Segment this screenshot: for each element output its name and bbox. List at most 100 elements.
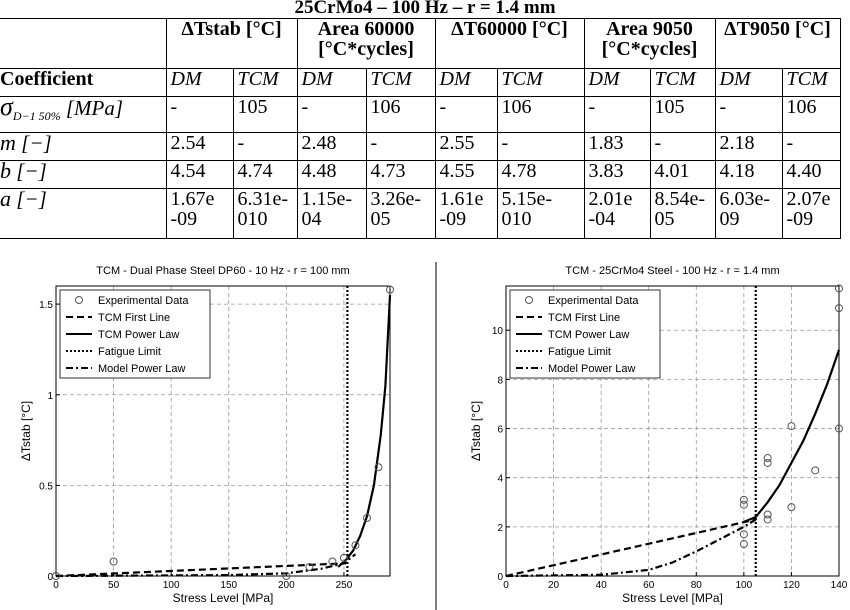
- method-header: TCM: [649, 68, 716, 97]
- table-row: σD−1 50% [MPa] -105-106-106-105-106: [0, 94, 841, 133]
- chart-title: TCM - Dual Phase Steel DP60 - 10 Hz - r …: [96, 265, 349, 277]
- legend-label: TCM Power Law: [98, 329, 179, 341]
- series-tcm-first-line: [55, 562, 347, 578]
- data-point: [739, 495, 748, 504]
- table-row: m [−] 2.54-2.48-2.55-1.83-2.18-: [0, 130, 841, 161]
- y-axis-label: ΔTstab [°C]: [469, 401, 483, 461]
- data-point: [109, 557, 118, 566]
- data-point: [305, 562, 314, 571]
- table-cell: -: [232, 132, 298, 161]
- x-tick-label: 140: [831, 580, 848, 591]
- y-tick-label: 2: [497, 523, 503, 534]
- series-tcm-power-law: [743, 349, 841, 523]
- data-point: [763, 454, 772, 463]
- method-header: DM: [714, 68, 783, 97]
- x-tick-label: 80: [691, 580, 703, 591]
- table-cell: 4.18: [714, 160, 783, 189]
- legend-marker: [75, 296, 83, 304]
- row-unit: [−]: [11, 159, 47, 183]
- table-cell: 6.31e- 010: [232, 188, 298, 239]
- table-cell: 2.54: [165, 132, 234, 161]
- table-caption: 25CrMo4 – 100 Hz – r = 1.4 mm: [294, 0, 556, 18]
- coefficient-header: Coefficient: [0, 68, 167, 97]
- x-tick-label: 60: [643, 580, 655, 591]
- x-tick-label: 50: [108, 580, 120, 591]
- table-cell: -: [165, 96, 234, 133]
- table-cell: -: [365, 132, 436, 161]
- table-cell: 2.07e -09: [781, 188, 841, 239]
- x-tick-label: 100: [163, 580, 180, 591]
- series-model-power-law: [55, 553, 357, 578]
- legend-label: Model Power Law: [98, 363, 185, 375]
- method-header: DM: [165, 68, 234, 97]
- y-tick-label: 6: [497, 425, 503, 436]
- data-point: [328, 557, 337, 566]
- x-axis-label: Stress Level [MPa]: [173, 591, 274, 605]
- table-cell: 2.18: [714, 132, 783, 161]
- legend-label: Fatigue Limit: [548, 346, 611, 358]
- method-header: TCM: [365, 68, 436, 97]
- coefficient-table-section: 25CrMo4 – 100 Hz – r = 1.4 mm ΔTstab [°C…: [0, 0, 850, 246]
- x-tick-label: 120: [783, 580, 800, 591]
- table-row: b [−] 4.54 4.74 4.48 4.73 4.55 4.78 3.83 4.01 4.1…: [0, 159, 841, 189]
- table-cell: -: [714, 96, 783, 133]
- table-cell: 1.15e- 04: [296, 188, 367, 239]
- row-symbol: m: [0, 130, 16, 155]
- y-tick-label: 1: [47, 391, 53, 402]
- series-tcm-power-law: [337, 295, 392, 568]
- data-point: [52, 572, 60, 580]
- table-row: a [−] 1.67e -09 6.31e- 010 1.15e- 04 3.26e- …: [0, 186, 841, 239]
- table-cell: -: [434, 96, 498, 133]
- table-cell: 4.40: [781, 160, 841, 189]
- data-point: [739, 500, 748, 509]
- y-axis-label: ΔTstab [°C]: [19, 401, 33, 461]
- group-header: Area 9050 [°C*cycles]: [583, 18, 716, 69]
- table-cell: -: [583, 96, 651, 133]
- data-point: [811, 466, 820, 475]
- table-cell: 3.26e- 05: [365, 188, 436, 239]
- group-header: ΔT9050 [°C]: [714, 18, 841, 69]
- legend-label: Experimental Data: [98, 295, 189, 307]
- row-unit: [−]: [15, 131, 52, 155]
- row-symbol: a: [0, 186, 11, 211]
- group-header: ΔTstab [°C]: [165, 18, 298, 69]
- table-cell: 105: [649, 96, 716, 133]
- table-cell: 2.55: [434, 132, 498, 161]
- data-point: [835, 304, 843, 313]
- row-label: σD−1 50% [MPa]: [0, 94, 167, 133]
- x-tick-label: 0: [503, 580, 509, 591]
- table-cell: 6.03e- 09: [714, 188, 783, 239]
- series-tcm-first-line: [505, 518, 757, 578]
- group-header: Area 60000 [°C*cycles]: [296, 18, 436, 69]
- table-cell: -: [781, 132, 841, 161]
- data-point: [739, 530, 748, 539]
- table-cell: 105: [232, 96, 298, 133]
- row-label: a [−]: [0, 186, 167, 239]
- method-header: DM: [583, 68, 651, 97]
- table-cell: 4.55: [434, 160, 498, 189]
- data-point: [787, 422, 796, 431]
- data-point: [739, 540, 748, 549]
- series-model-power-law: [505, 518, 757, 578]
- table-cell: 4.54: [165, 160, 234, 189]
- y-tick-label: 8: [497, 375, 503, 386]
- row-label: m [−]: [0, 130, 167, 161]
- row-symbol: σ: [0, 92, 13, 121]
- chart-25crmo4-steel: TCM - 25CrMo4 Steel - 100 Hz - r = 1.4 m…: [469, 265, 848, 605]
- table-cell: 4.78: [496, 160, 585, 189]
- chart-title: TCM - 25CrMo4 Steel - 100 Hz - r = 1.4 m…: [565, 265, 779, 277]
- table-cell: 3.83: [583, 160, 651, 189]
- legend-label: Fatigue Limit: [98, 346, 161, 358]
- x-tick-label: 250: [336, 580, 353, 591]
- table-cell: 1.61e -09: [434, 188, 498, 239]
- data-point: [362, 514, 371, 522]
- data-point: [835, 284, 843, 293]
- x-axis-label: Stress Level [MPa]: [622, 591, 723, 605]
- group-header: ΔT60000 [°C]: [434, 18, 585, 69]
- legend-label: TCM Power Law: [548, 329, 629, 341]
- data-point: [763, 510, 772, 519]
- x-tick-label: 0: [53, 580, 59, 591]
- table-cell: 1.67e -09: [165, 188, 234, 239]
- table-cell: 4.73: [365, 160, 436, 189]
- legend-label: Experimental Data: [548, 295, 639, 307]
